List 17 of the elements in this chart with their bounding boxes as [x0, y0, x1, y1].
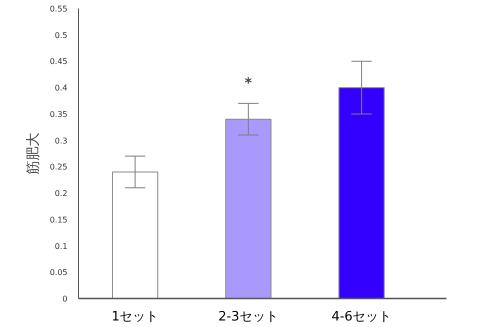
y-tick-label: 0.35	[50, 110, 68, 119]
x-tick-label: 2-3セット	[218, 310, 278, 324]
y-tick-label: 0.55	[50, 4, 68, 14]
y-tick-label: 0.4	[54, 84, 68, 93]
y-tick-label: 0.2	[54, 189, 68, 198]
y-tick-label: 0.5	[54, 30, 68, 40]
y-tick-label: 0.15	[50, 215, 68, 224]
y-tick-label: 0.1	[54, 242, 68, 251]
y-tick-label: 0	[62, 294, 68, 304]
y-tick-label: 0.3	[54, 136, 68, 146]
y-tick-label: 0.05	[50, 268, 68, 278]
y-axis-title: 筋肥大	[26, 132, 42, 174]
x-tick-label: 4-6セット	[331, 310, 392, 324]
x-tick-label: 1セット	[111, 310, 159, 324]
y-tick-label: 0.45	[50, 57, 68, 66]
y-tick-label: 0.25	[50, 162, 68, 172]
annotation: *	[244, 75, 253, 92]
